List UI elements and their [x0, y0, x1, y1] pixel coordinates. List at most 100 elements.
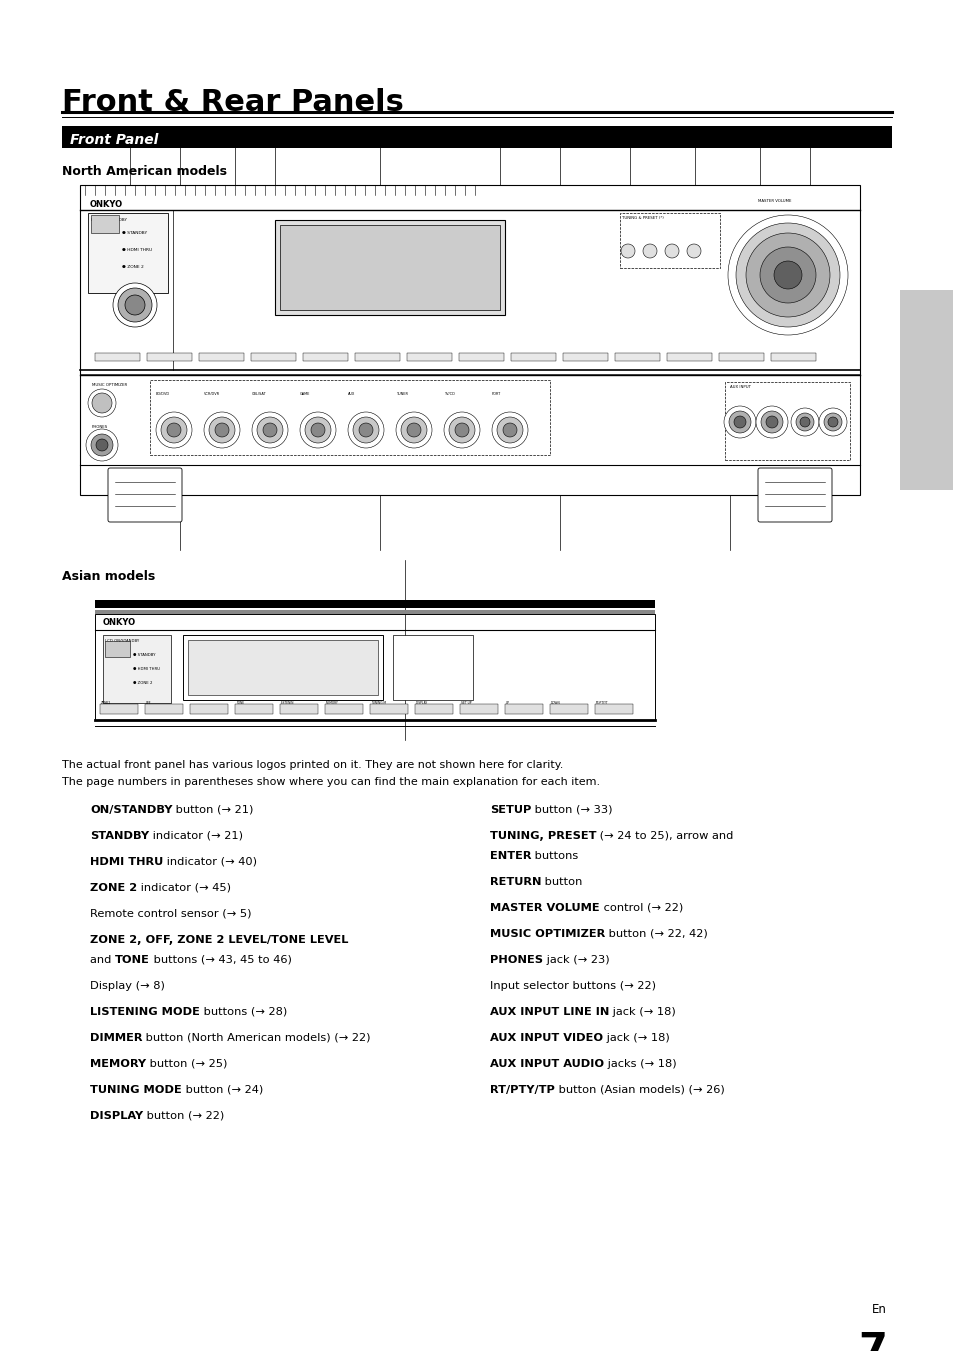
Text: indicator (→ 21): indicator (→ 21) [149, 831, 243, 842]
Text: GAME: GAME [299, 392, 310, 396]
Text: AUX INPUT AUDIO: AUX INPUT AUDIO [490, 1059, 603, 1069]
Bar [251, 353, 295, 361]
Circle shape [252, 412, 288, 449]
Text: RT/PTY/T: RT/PTY/T [596, 701, 608, 705]
Circle shape [686, 245, 700, 258]
Bar [459, 704, 497, 713]
Circle shape [156, 412, 192, 449]
Text: MUSIC OPTIMIZER: MUSIC OPTIMIZER [490, 929, 604, 939]
Circle shape [733, 416, 745, 428]
Circle shape [795, 413, 813, 431]
Text: DISPLAY: DISPLAY [416, 701, 428, 705]
Text: control (→ 22): control (→ 22) [599, 902, 682, 913]
Circle shape [91, 393, 112, 413]
Text: button (→ 24): button (→ 24) [182, 1085, 263, 1096]
Circle shape [86, 430, 118, 461]
Text: jacks (→ 18): jacks (→ 18) [603, 1059, 676, 1069]
Text: CBL/SAT: CBL/SAT [252, 392, 266, 396]
Circle shape [395, 412, 432, 449]
Text: MASTER VOLUME: MASTER VOLUME [490, 902, 599, 913]
Text: AUX: AUX [348, 392, 355, 396]
Bar [550, 704, 587, 713]
Bar [325, 704, 363, 713]
Circle shape [112, 282, 157, 327]
Circle shape [167, 423, 181, 436]
Bar [899, 290, 953, 490]
Circle shape [765, 416, 778, 428]
Text: LCD ON/STANDBY: LCD ON/STANDBY [105, 639, 139, 643]
Text: jack (→ 23): jack (→ 23) [542, 955, 609, 965]
Text: button: button [541, 877, 582, 888]
Text: AUX INPUT LINE IN: AUX INPUT LINE IN [490, 1006, 609, 1017]
Bar [274, 220, 504, 315]
Text: PORT: PORT [492, 392, 500, 396]
Circle shape [760, 247, 815, 303]
Text: button (→ 25): button (→ 25) [146, 1059, 227, 1069]
FancyBboxPatch shape [108, 467, 182, 521]
Bar [80, 185, 859, 494]
Text: RT/PTY/TP: RT/PTY/TP [490, 1085, 555, 1096]
Circle shape [823, 413, 841, 431]
Circle shape [790, 408, 818, 436]
Bar [303, 353, 348, 361]
Bar [190, 704, 228, 713]
Circle shape [204, 412, 240, 449]
Text: buttons (→ 43, 45 to 46): buttons (→ 43, 45 to 46) [150, 955, 292, 965]
Text: DISPLAY: DISPLAY [90, 1111, 143, 1121]
Circle shape [256, 417, 283, 443]
Circle shape [400, 417, 427, 443]
Circle shape [735, 223, 840, 327]
Bar [199, 353, 244, 361]
Bar [280, 226, 499, 309]
Text: indicator (→ 45): indicator (→ 45) [137, 884, 231, 893]
Text: North American models: North American models [62, 165, 227, 178]
Text: DOWN: DOWN [551, 701, 560, 705]
Text: ZONE 2: ZONE 2 [90, 884, 137, 893]
Text: En: En [871, 1302, 886, 1316]
Text: button (→ 22, 42): button (→ 22, 42) [604, 929, 707, 939]
Bar [95, 353, 140, 361]
Circle shape [299, 412, 335, 449]
Bar [91, 215, 119, 232]
Circle shape [161, 417, 187, 443]
Bar [62, 126, 891, 149]
Bar [370, 704, 408, 713]
Text: TUNING & PRESET (*): TUNING & PRESET (*) [621, 216, 663, 220]
Bar [619, 213, 720, 267]
Text: Front Panel: Front Panel [70, 132, 158, 147]
Bar [770, 353, 815, 361]
Text: SET UP: SET UP [460, 701, 471, 705]
Text: VCR/DVR: VCR/DVR [204, 392, 220, 396]
Circle shape [358, 423, 373, 436]
Bar [407, 353, 452, 361]
Text: button (→ 22): button (→ 22) [143, 1111, 224, 1121]
Text: ● HDMI THRU: ● HDMI THRU [122, 249, 152, 253]
Bar [458, 353, 503, 361]
Circle shape [827, 417, 837, 427]
Circle shape [800, 417, 809, 427]
Circle shape [449, 417, 475, 443]
Text: LCD ON/STANDBY: LCD ON/STANDBY [91, 218, 127, 222]
Circle shape [773, 261, 801, 289]
Bar [724, 382, 849, 459]
Text: (→ 24 to 25), arrow and: (→ 24 to 25), arrow and [596, 831, 733, 842]
Circle shape [728, 411, 750, 434]
Circle shape [305, 417, 331, 443]
Text: LISTENING MODE: LISTENING MODE [90, 1006, 200, 1017]
Bar [234, 704, 273, 713]
Text: ● ZONE 2: ● ZONE 2 [122, 265, 144, 269]
Text: ● STANDBY: ● STANDBY [122, 231, 147, 235]
Text: Front & Rear Panels: Front & Rear Panels [62, 88, 403, 118]
Bar [504, 704, 542, 713]
Text: buttons (→ 28): buttons (→ 28) [200, 1006, 287, 1017]
Bar [95, 611, 655, 613]
Bar [188, 640, 377, 694]
Circle shape [760, 411, 782, 434]
Bar [95, 613, 655, 720]
Text: TUNING MODE: TUNING MODE [90, 1085, 182, 1096]
Circle shape [642, 245, 657, 258]
Text: indicator (→ 40): indicator (→ 40) [163, 857, 257, 867]
Circle shape [209, 417, 234, 443]
Bar [280, 704, 317, 713]
Circle shape [125, 295, 145, 315]
